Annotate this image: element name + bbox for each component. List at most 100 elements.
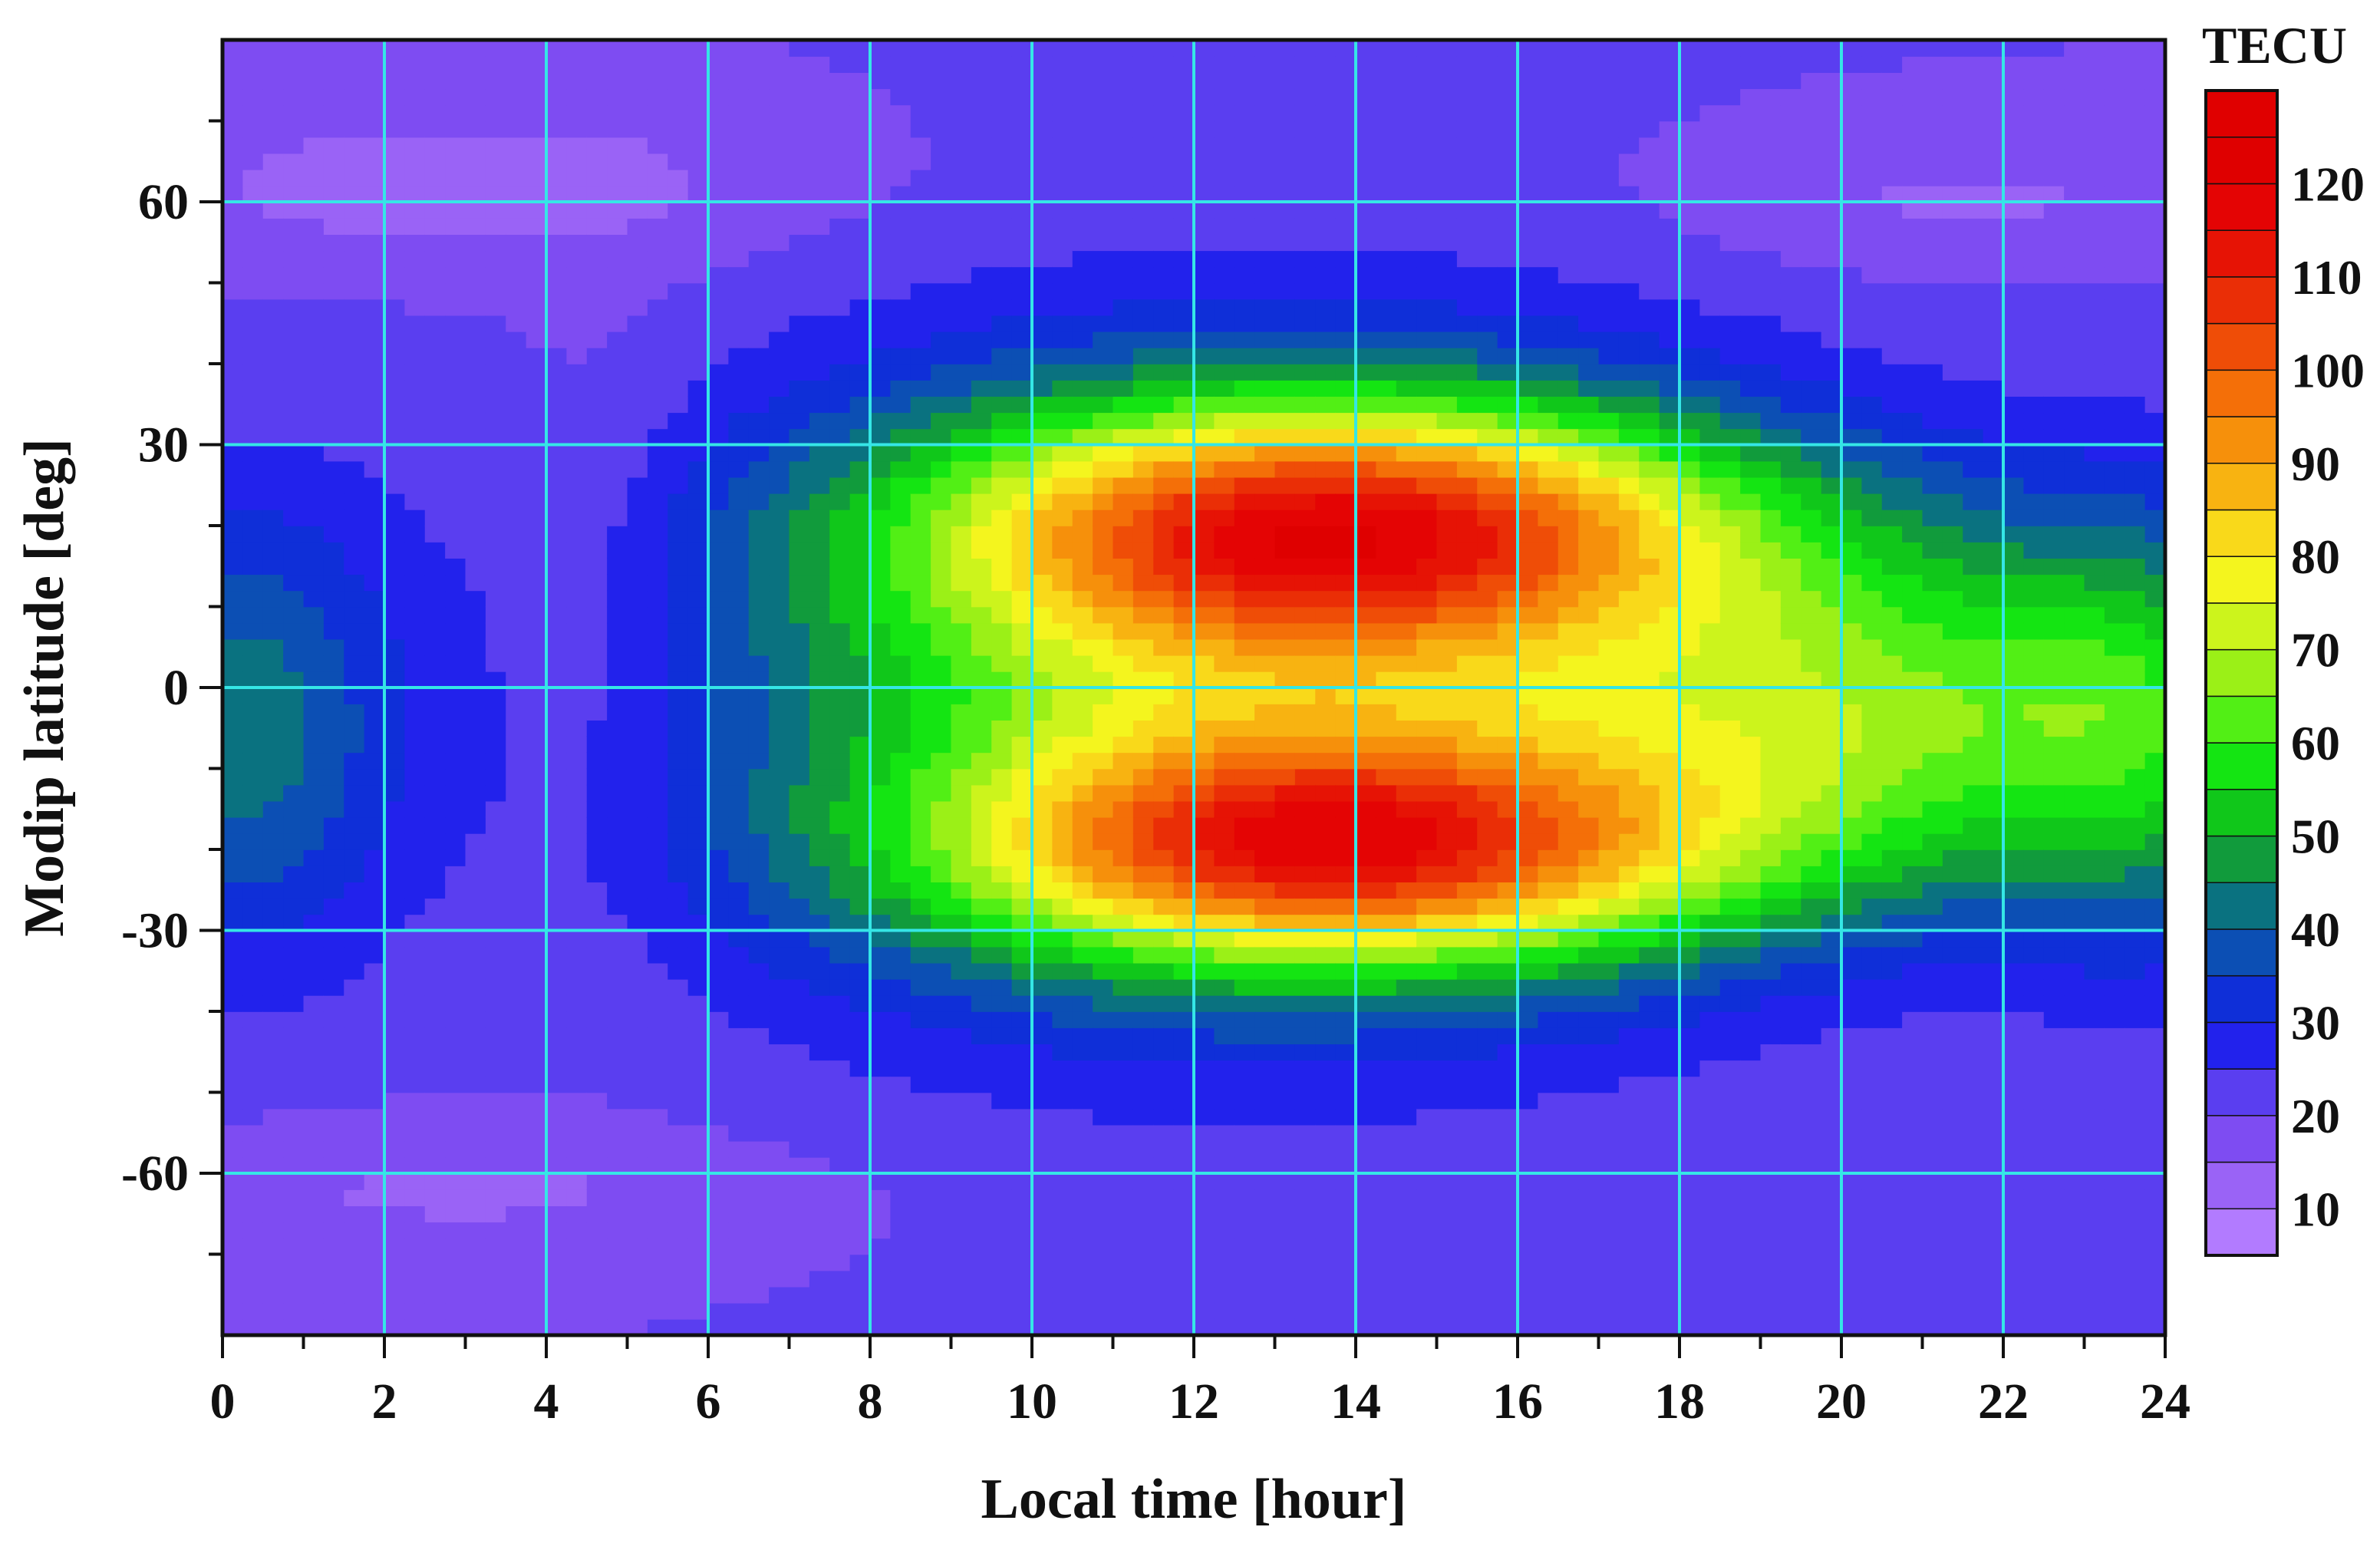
contour-cell [870,1108,892,1126]
contour-cell [303,1156,325,1174]
contour-cell [1254,1124,1276,1142]
contour-cell [1376,202,1397,219]
contour-cell [1396,185,1417,203]
contour-cell [728,380,750,397]
contour-cell [384,526,406,542]
contour-cell [1315,558,1337,575]
contour-cell [748,671,770,688]
contour-cell [1477,914,1498,932]
contour-cell [1416,1060,1438,1077]
contour-cell [849,347,871,364]
contour-cell [1093,266,1114,284]
contour-cell [1396,380,1417,397]
contour-cell [647,88,669,106]
contour-cell [951,250,972,268]
contour-cell [1214,752,1235,770]
contour-cell [1093,1302,1114,1320]
contour-cell [1194,1318,1215,1335]
contour-cell [1234,396,1255,414]
contour-cell [1032,1011,1053,1028]
contour-cell [1254,784,1276,802]
contour-cell [789,120,810,138]
contour-cell [991,364,1013,381]
contour-cell [668,994,689,1012]
contour-cell [1477,882,1498,899]
contour-cell [870,1027,892,1044]
contour-cell [829,298,851,316]
contour-cell [262,477,284,494]
contour-cell [931,315,952,332]
contour-cell [1294,282,1317,300]
contour-cell [1072,104,1093,122]
contour-cell [1315,1044,1337,1061]
contour-cell [951,1222,972,1239]
contour-cell [526,477,547,494]
contour-cell [323,1205,345,1223]
contour-cell [485,1189,507,1206]
contour-cell [931,1254,952,1271]
contour-cell [586,558,608,575]
contour-cell [1173,282,1195,300]
contour-cell [728,444,750,462]
contour-cell [708,688,730,704]
contour-cell [1274,364,1296,381]
contour-cell [991,266,1013,284]
contour-cell [1274,298,1296,316]
contour-cell [991,542,1013,559]
contour-cell [1173,1060,1195,1077]
contour-cell [465,120,486,138]
contour-cell [931,736,952,754]
contour-cell [526,1027,547,1044]
contour-cell [910,1108,931,1126]
contour-cell [951,1140,972,1158]
contour-cell [748,849,770,866]
contour-cell [971,849,993,866]
contour-cell [607,380,628,397]
contour-cell [1315,396,1337,414]
contour-cell [1194,978,1215,996]
contour-cell [647,137,669,154]
contour-cell [890,347,911,364]
contour-cell [1113,558,1134,575]
contour-cell [1254,1044,1276,1061]
contour-cell [971,153,993,170]
contour-cell [708,994,730,1012]
contour-cell [344,930,365,948]
contour-cell [849,298,871,316]
contour-cell [1173,250,1195,268]
contour-cell [424,1222,446,1239]
contour-cell [870,120,892,138]
contour-cell [890,1318,911,1335]
contour-cell [1153,671,1175,688]
contour-cell [647,930,669,948]
contour-cell [607,1302,628,1320]
contour-cell [546,104,568,122]
contour-cell [546,1011,568,1028]
contour-cell [586,671,608,688]
contour-cell [384,849,406,866]
contour-cell [769,590,790,608]
contour-cell [1132,574,1155,592]
contour-cell [465,800,486,818]
contour-cell [1234,526,1255,542]
contour-cell [566,1302,588,1320]
contour-cell [223,88,244,106]
contour-cell [283,282,305,300]
contour-cell [748,266,770,284]
contour-cell [789,460,810,478]
contour-cell [1456,509,1478,526]
contour-cell [344,704,365,721]
contour-cell [668,202,689,219]
contour-cell [445,1254,466,1271]
contour-cell [445,331,466,348]
contour-cell [223,866,244,882]
contour-cell [283,558,305,575]
contour-cell [1132,1173,1155,1190]
contour-cell [951,396,972,414]
contour-cell [323,542,345,559]
contour-cell [991,816,1013,834]
contour-cell [687,574,709,592]
contour-cell [223,688,244,704]
contour-cell [1011,1270,1033,1288]
contour-cell [687,1222,709,1239]
